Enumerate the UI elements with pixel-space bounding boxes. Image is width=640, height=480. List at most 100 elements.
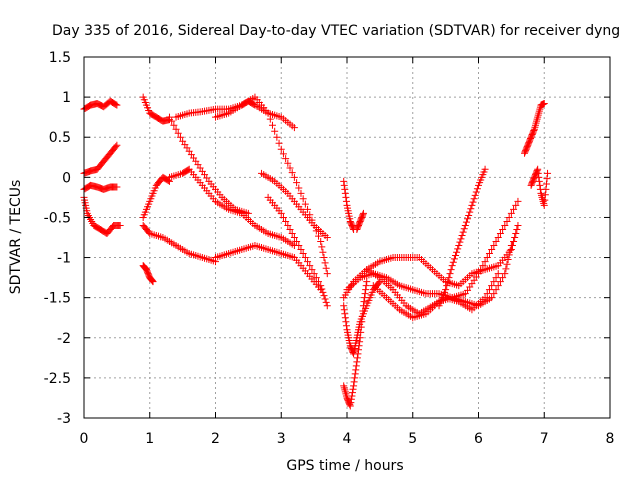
- data-point: [349, 385, 357, 393]
- data-point: [540, 100, 548, 108]
- data-point: [320, 254, 328, 262]
- axis-ticks: [83, 56, 611, 419]
- data-point: [455, 242, 463, 250]
- data-point: [284, 159, 292, 167]
- data-point: [375, 279, 383, 287]
- data-point: [352, 362, 360, 370]
- data-point: [503, 260, 511, 268]
- data-point: [165, 113, 173, 121]
- data-point: [293, 179, 301, 187]
- data-point: [342, 322, 350, 330]
- data-point: [341, 185, 349, 193]
- data-point: [505, 213, 513, 221]
- y-tick-label: -2.5: [44, 371, 71, 387]
- data-point: [481, 165, 489, 173]
- series-arc-x: [435, 165, 489, 310]
- data-point: [458, 231, 466, 239]
- data-point: [312, 274, 320, 282]
- data-point: [268, 121, 276, 129]
- data-point: [451, 252, 459, 260]
- data-point: [488, 282, 496, 290]
- series-arc-c: [80, 181, 121, 193]
- data-point: [470, 195, 478, 203]
- data-point: [273, 133, 281, 141]
- y-tick-label: 1: [62, 90, 71, 106]
- data-point: [322, 264, 330, 272]
- y-tick-label: -1: [57, 251, 71, 267]
- data-point: [297, 246, 305, 254]
- data-point: [113, 101, 121, 109]
- data-point: [449, 258, 457, 266]
- data-point: [318, 243, 326, 251]
- data-point: [317, 238, 325, 246]
- data-point: [277, 209, 285, 217]
- data-point: [507, 209, 515, 217]
- data-point: [481, 258, 489, 266]
- data-point: [323, 302, 331, 310]
- data-point: [490, 290, 498, 298]
- data-point: [453, 248, 461, 256]
- data-point: [462, 218, 470, 226]
- series-arc-w: [369, 197, 522, 322]
- data-point: [279, 213, 287, 221]
- data-point: [467, 205, 475, 213]
- y-tick-label: 0.5: [49, 130, 71, 146]
- data-point: [483, 290, 491, 298]
- data-point: [319, 248, 327, 256]
- data-point: [346, 402, 354, 410]
- data-point: [492, 286, 500, 294]
- data-point: [464, 215, 472, 223]
- series-arc-e: [139, 93, 173, 125]
- data-point: [322, 298, 330, 306]
- data-point: [297, 189, 305, 197]
- data-point: [466, 208, 474, 216]
- data-point: [356, 338, 364, 346]
- data-point: [295, 242, 303, 250]
- series-arc-i: [172, 97, 298, 132]
- data-point: [475, 270, 482, 278]
- data-point: [535, 173, 543, 181]
- x-tick-label: 0: [80, 431, 89, 447]
- data-point: [535, 177, 543, 185]
- data-point: [320, 292, 328, 300]
- data-point: [286, 225, 294, 233]
- data-point: [481, 294, 489, 302]
- data-point: [295, 184, 303, 192]
- data-point: [172, 125, 180, 133]
- data-point: [504, 256, 512, 264]
- x-tick-label: 7: [540, 431, 549, 447]
- data-point: [459, 228, 467, 236]
- data-point: [321, 259, 329, 267]
- x-tick-label: 6: [474, 431, 483, 447]
- x-tick-label: 5: [408, 431, 417, 447]
- data-point: [544, 169, 552, 177]
- data-point: [286, 164, 294, 172]
- data-point: [359, 209, 367, 217]
- data-point: [306, 262, 314, 270]
- data-point: [282, 217, 290, 225]
- series-arc-f: [139, 262, 157, 286]
- data-point: [349, 348, 357, 356]
- data-point: [353, 354, 361, 362]
- data-point: [507, 242, 515, 250]
- data-point: [266, 115, 274, 123]
- data-point: [361, 290, 369, 298]
- y-tick-label: -1.5: [44, 291, 71, 307]
- data-point: [506, 246, 514, 254]
- data-point: [496, 229, 504, 237]
- data-point: [494, 282, 502, 290]
- data-point: [112, 143, 120, 151]
- data-point: [348, 392, 356, 400]
- data-point: [503, 217, 511, 225]
- data-point: [513, 225, 521, 233]
- data-point: [318, 285, 326, 293]
- data-point: [170, 121, 178, 129]
- data-point: [485, 286, 493, 294]
- data-point: [490, 242, 498, 250]
- series-arc-y: [527, 165, 552, 209]
- data-point: [340, 181, 348, 189]
- chart-title: Day 335 of 2016, Sidereal Day-to-day VTE…: [52, 23, 620, 39]
- data-point: [477, 266, 485, 274]
- data-point: [359, 211, 367, 219]
- data-point: [494, 234, 502, 241]
